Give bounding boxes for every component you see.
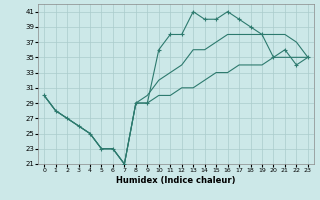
X-axis label: Humidex (Indice chaleur): Humidex (Indice chaleur) [116,176,236,185]
